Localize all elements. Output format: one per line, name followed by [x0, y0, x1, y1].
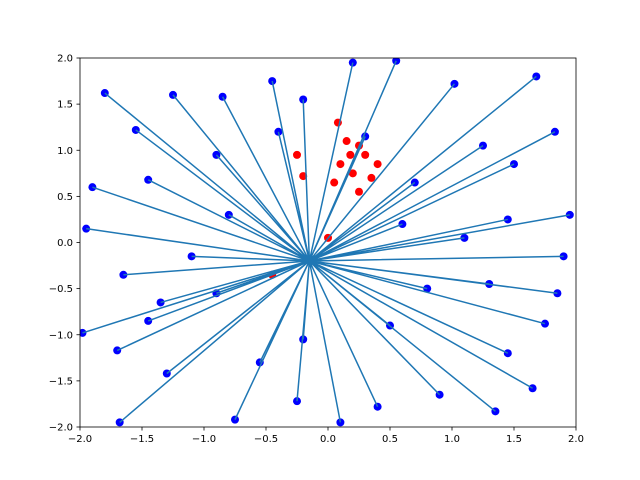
- x-tick-label: −1.0: [192, 434, 216, 445]
- y-tick-label: 0.0: [57, 238, 73, 249]
- line: [82, 60, 570, 423]
- point: [299, 172, 308, 181]
- x-tick-label: −1.5: [130, 434, 154, 445]
- x-tick-label: −2.0: [68, 434, 92, 445]
- y-tick-label: 1.0: [57, 146, 73, 157]
- x-tick-label: 2.0: [568, 434, 584, 445]
- point: [367, 173, 376, 182]
- x-tick-label: −0.5: [254, 434, 278, 445]
- point: [355, 187, 363, 196]
- y-tick-label: −2.0: [49, 423, 73, 434]
- point: [348, 169, 357, 178]
- point: [342, 137, 351, 146]
- y-tick-label: −1.5: [49, 376, 73, 387]
- x-tick-label: 0.0: [320, 434, 336, 445]
- x-tick-label: 1.0: [444, 434, 460, 445]
- point: [336, 160, 345, 169]
- y-tick-label: 2.0: [57, 54, 73, 65]
- y-tick-label: −1.0: [49, 330, 73, 341]
- plot-area: [80, 58, 574, 427]
- y-tick-label: 1.5: [57, 100, 73, 111]
- point: [361, 150, 370, 159]
- point: [293, 150, 301, 159]
- y-tick-label: 0.5: [57, 192, 73, 203]
- x-tick-label: 1.5: [506, 434, 522, 445]
- point: [330, 178, 339, 187]
- y-tick-label: −0.5: [49, 284, 73, 295]
- point: [373, 160, 382, 169]
- point: [346, 150, 355, 159]
- x-tick-label: 0.5: [382, 434, 398, 445]
